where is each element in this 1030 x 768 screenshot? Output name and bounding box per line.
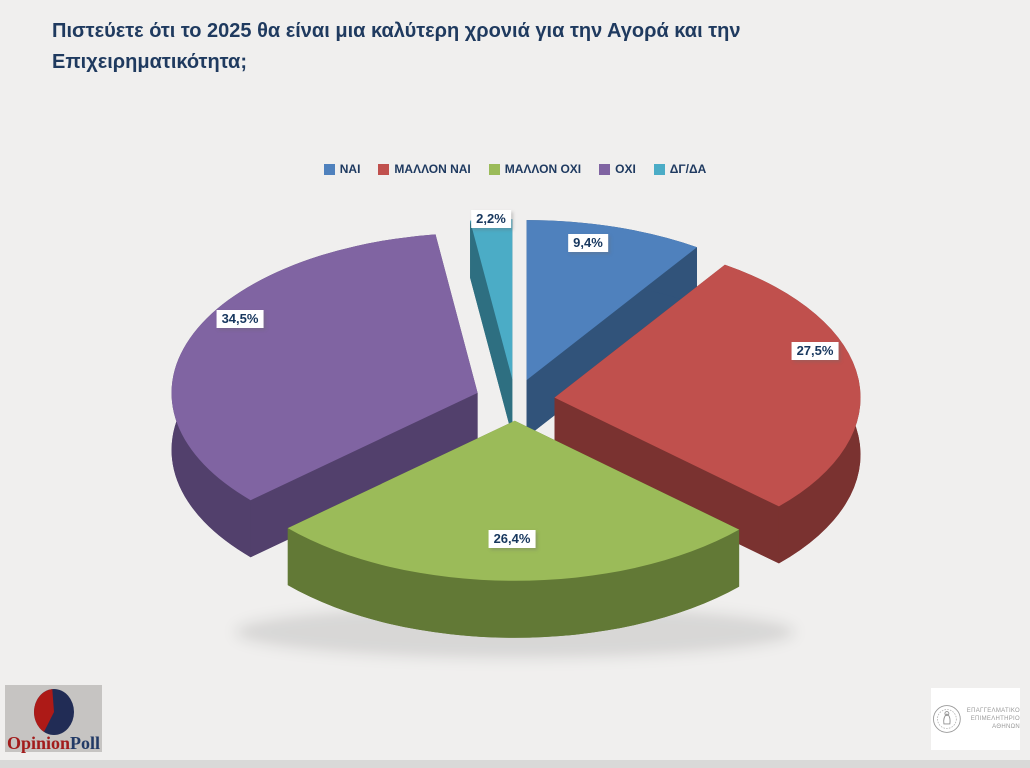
legend-item-no[interactable]: ΟΧΙ [599, 162, 636, 176]
data-label-rather-yes: 27,5% [791, 342, 839, 360]
data-label-dont-know: 2,2% [471, 210, 511, 228]
bottom-strip [0, 760, 1030, 768]
slice-top-face [554, 264, 861, 507]
data-label-rather-no: 26,4% [488, 530, 536, 548]
brand-opinion: Opinion [6, 733, 71, 753]
slice-top-face [526, 220, 697, 381]
data-label-yes: 9,4% [568, 234, 608, 252]
chamber-text-line: ΕΠΑΓΓΕΛΜΑΤΙΚΟ [966, 708, 1020, 714]
data-label-no: 34,5% [216, 310, 264, 328]
legend-swatch-rather-no [488, 163, 500, 175]
legend-swatch-rather-yes [378, 163, 390, 175]
chamber-logo: ΕΠΑΓΓΕΛΜΑΤΙΚΟ ΕΠΙΜΕΛΗΤΗΡΙΟ ΑΘΗΝΩΝ [931, 688, 1020, 750]
legend-label: ΟΧΙ [615, 162, 636, 176]
legend-item-rather-no[interactable]: ΜΑΛΛΟΝ ΟΧΙ [488, 162, 582, 176]
legend-label: ΜΑΛΛΟΝ ΟΧΙ [504, 162, 582, 176]
slice-top-face [171, 234, 478, 501]
brand-poll: Poll [70, 733, 101, 753]
legend-item-yes[interactable]: ΝΑΙ [323, 162, 361, 176]
slice-cut-face [250, 392, 478, 558]
chamber-text: ΕΠΑΓΓΕΛΜΑΤΙΚΟ ΕΠΙΜΕΛΗΤΗΡΙΟ ΑΘΗΝΩΝ [967, 707, 1020, 731]
legend-label: ΜΑΛΛΟΝ ΝΑΙ [394, 162, 471, 176]
legend-item-rather-yes[interactable]: ΜΑΛΛΟΝ ΝΑΙ [378, 162, 471, 176]
opinionpoll-pie-icon [33, 689, 74, 735]
chamber-text-line: ΕΠΙΜΕΛΗΤΗΡΙΟ [970, 716, 1020, 722]
opinionpoll-logo: OpinionPoll [5, 685, 102, 752]
legend-swatch-yes [323, 163, 335, 175]
slice-top-face [470, 219, 513, 380]
opinionpoll-wordmark: OpinionPoll [5, 734, 102, 752]
chamber-seal-icon [933, 705, 961, 733]
pie-slice-rather-no[interactable] [287, 420, 740, 638]
legend-swatch-dont-know [653, 163, 665, 175]
legend-swatch-no [599, 163, 611, 175]
slice-top-face [287, 420, 740, 581]
slice-outer-wall [287, 528, 740, 638]
pie-slice-dont-know[interactable] [470, 219, 513, 437]
legend-label: ΝΑΙ [339, 162, 361, 176]
chamber-text-line: ΑΘΗΝΩΝ [992, 724, 1020, 730]
legend-item-dont-know[interactable]: ΔΓ/ΔΑ [653, 162, 707, 176]
chart-legend: ΝΑΙ ΜΑΛΛΟΝ ΝΑΙ ΜΑΛΛΟΝ ΟΧΙ ΟΧΙ ΔΓ/ΔΑ [0, 160, 1030, 178]
page-title: Πιστεύετε ότι το 2025 θα είναι μια καλύτ… [52, 20, 741, 73]
legend-label: ΔΓ/ΔΑ [669, 162, 707, 176]
